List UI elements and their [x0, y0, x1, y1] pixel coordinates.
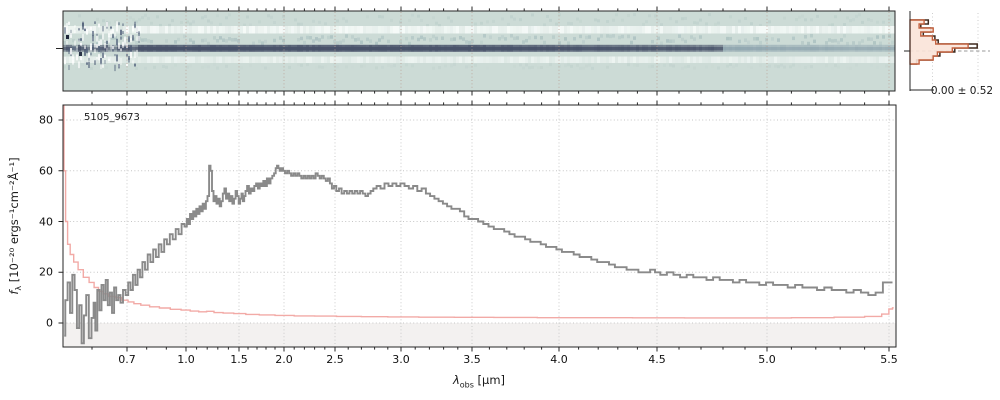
panel-2d-spectrum — [63, 11, 895, 91]
main-gridlines — [63, 105, 896, 347]
x-axis-label-lambda: λ — [452, 373, 460, 387]
error-line — [63, 105, 894, 319]
x-tick-label: 1.0 — [177, 353, 195, 366]
hist-filled-steps — [909, 19, 969, 65]
y-tick-label: 0 — [46, 316, 53, 330]
y-axis-label-fsub: λ — [14, 285, 24, 291]
main-spines — [62, 104, 897, 348]
x-axis-label: λobs [μm] — [453, 373, 505, 389]
y-tick-label: 40 — [39, 215, 53, 228]
x-axis-label-sub: obs — [459, 380, 474, 390]
x-tick-label: 3.5 — [463, 353, 481, 366]
2d-spines — [62, 10, 896, 92]
under-zero-shading — [63, 323, 896, 347]
x-tick-label: 0.7 — [118, 353, 136, 366]
y-tick-label: 80 — [39, 113, 53, 127]
x-axis-label-unit: [μm] — [473, 373, 506, 387]
x-tick-label: 5.5 — [880, 353, 898, 366]
object-id-label: 5105_9673 — [84, 112, 140, 123]
x-tick-label: 4.5 — [648, 353, 666, 366]
y-tick-label: 60 — [39, 164, 53, 178]
x-tick-label: 5.0 — [758, 353, 776, 366]
x-tick-label: 1.5 — [230, 353, 248, 366]
x-tick-label: 4.0 — [550, 353, 568, 366]
x-tick-label: 2.5 — [326, 353, 344, 366]
histogram-stat-label: 0.00 ± 0.52 — [930, 85, 994, 97]
spectrum-line — [64, 164, 893, 345]
panel-1d-spectrum — [62, 104, 897, 348]
panel-histogram — [904, 11, 990, 91]
y-tick-label: 20 — [39, 265, 53, 279]
y-axis-label-f: f — [6, 290, 21, 295]
x-tick-label: 3.0 — [392, 353, 410, 366]
x-tick-label: 2.0 — [275, 353, 293, 366]
2d-gridlines — [126, 12, 890, 90]
